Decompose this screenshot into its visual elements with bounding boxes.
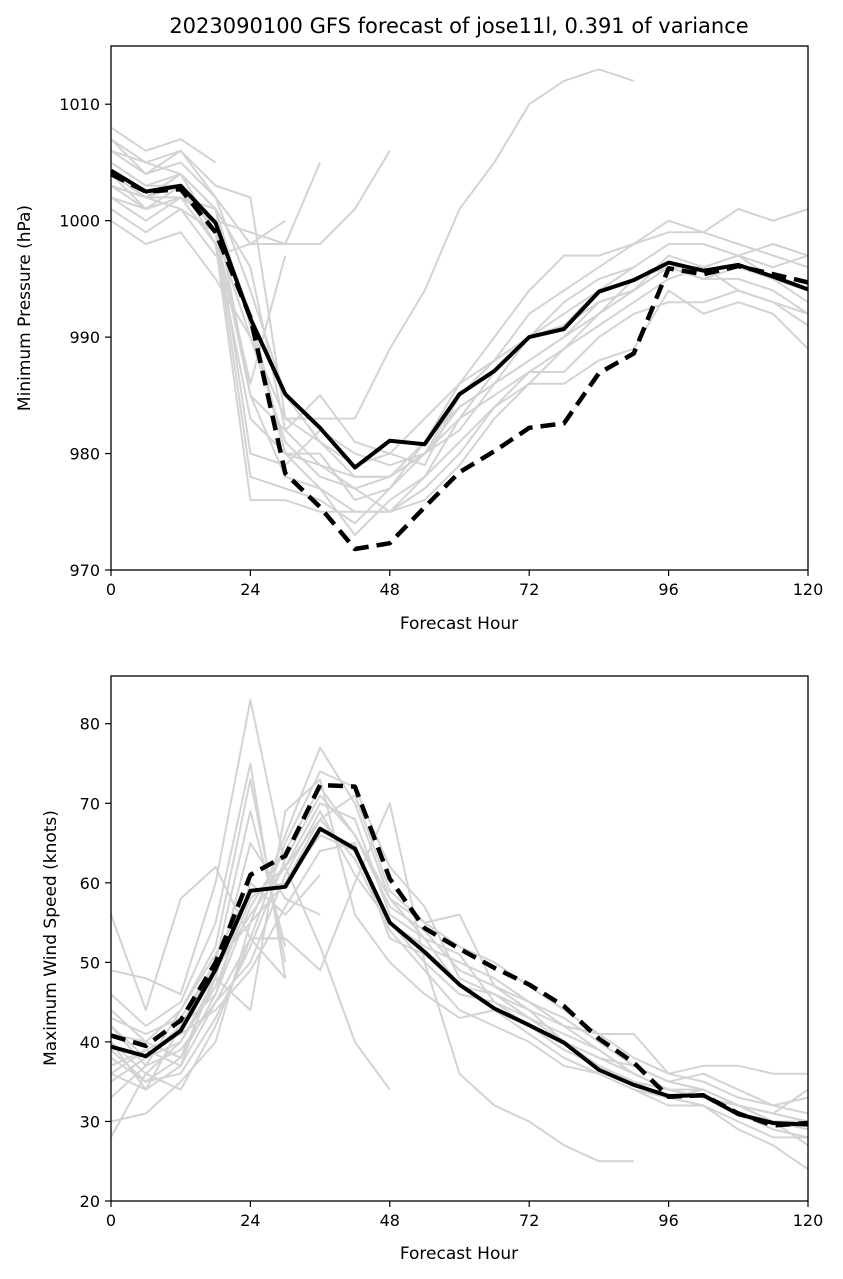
wind-y-axis-label: Maximum Wind Speed (knots) (41, 810, 61, 1066)
wind-ensemble-line-4 (110, 778, 287, 1043)
pressure-ensemble-line-8 (110, 126, 217, 164)
pressure-x-tick-label: 72 (519, 580, 539, 599)
pressure-x-tick-label: 48 (380, 580, 400, 599)
wind-plot-area: 0 24 48 72 96 120 20 30 40 50 60 70 80 (80, 675, 824, 1230)
pressure-ensemble-line-7 (110, 68, 635, 420)
wind-panel: 0 24 48 72 96 120 20 30 40 50 60 70 80 Forecast Hour… (41, 675, 824, 1264)
pressure-ensemble-line-17 (110, 219, 809, 467)
wind-ensemble-line-3 (110, 762, 287, 1027)
wind-y-tick-label: 20 (80, 1192, 100, 1211)
pressure-x-tick-label: 0 (106, 580, 116, 599)
wind-series-lines (110, 698, 809, 1171)
wind-x-tick-label: 24 (240, 1211, 260, 1230)
pressure-y-tick-label: 970 (69, 561, 100, 580)
wind-x-tick-label: 120 (793, 1211, 824, 1230)
pressure-x-axis-label: Forecast Hour (400, 614, 518, 634)
pressure-ensemble-line-15 (110, 149, 809, 502)
pressure-ensemble-line-16 (110, 184, 809, 537)
wind-ensemble-line-15 (110, 794, 809, 1123)
wind-y-tick-label: 50 (80, 953, 100, 972)
pressure-y-tick-label: 980 (69, 445, 100, 464)
pressure-y-tick-label: 1010 (59, 95, 100, 114)
pressure-series-lines (109, 68, 809, 552)
wind-x-tick-label: 48 (380, 1211, 400, 1230)
pressure-plot-area: 0 24 48 72 96 120 970 980 990 1000 1010 (59, 45, 824, 599)
wind-mean-line (110, 826, 809, 1127)
pressure-x-tick-label: 120 (793, 580, 824, 599)
wind-y-tick-label: 70 (80, 794, 100, 813)
wind-ensemble-line-2 (110, 698, 391, 1091)
pressure-x-tick-label: 96 (658, 580, 678, 599)
pressure-mean-line (109, 168, 809, 470)
pressure-dashed-line (109, 172, 809, 552)
pressure-y-tick-label: 1000 (59, 212, 100, 231)
figure-title: 2023090100 GFS forecast of jose11l, 0.39… (169, 14, 748, 38)
wind-y-tick-label: 60 (80, 874, 100, 893)
pressure-ensemble-line-10 (110, 173, 809, 467)
wind-x-axis-label: Forecast Hour (400, 1244, 518, 1264)
wind-ensemble-line-18 (110, 794, 809, 1115)
pressure-ensemble-line-18 (110, 138, 809, 478)
pressure-x-tick-label: 24 (240, 580, 260, 599)
pressure-ensemble-line-14 (110, 196, 809, 478)
pressure-ensemble-line-12 (110, 161, 809, 525)
pressure-panel: 0 24 48 72 96 120 970 980 990 1000 1010 Forecast H… (15, 45, 824, 634)
wind-ensemble-line-16 (110, 810, 809, 1139)
wind-x-tick-label: 0 (106, 1211, 116, 1230)
wind-ensemble-line-9 (110, 746, 808, 1123)
pressure-y-axis-label: Minimum Pressure (hPa) (15, 205, 35, 411)
wind-y-tick-label: 40 (80, 1033, 100, 1052)
wind-x-tick-label: 96 (658, 1211, 678, 1230)
wind-y-tick-label: 30 (80, 1112, 100, 1131)
pressure-axes-frame (110, 45, 809, 571)
wind-axes-frame (110, 675, 809, 1202)
wind-ensemble-line-12 (110, 818, 809, 1171)
pressure-y-tick-label: 990 (69, 328, 100, 347)
wind-x-tick-label: 72 (519, 1211, 539, 1230)
wind-y-tick-label: 80 (80, 715, 100, 734)
